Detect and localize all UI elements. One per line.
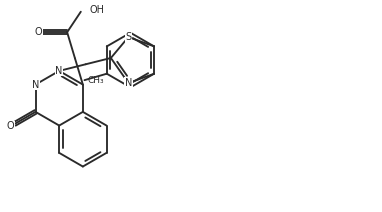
Text: S: S — [125, 32, 131, 42]
Text: O: O — [6, 121, 14, 131]
Text: N: N — [32, 80, 39, 89]
Text: OH: OH — [89, 5, 104, 15]
Text: N: N — [55, 66, 63, 76]
Text: CH₃: CH₃ — [87, 76, 104, 85]
Text: O: O — [34, 27, 42, 37]
Text: N: N — [125, 78, 132, 88]
